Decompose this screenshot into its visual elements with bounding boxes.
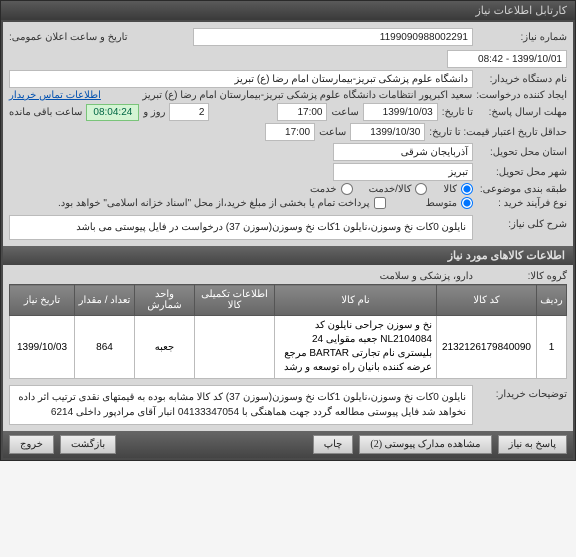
hour-label-1: ساعت — [331, 107, 358, 118]
contact-link[interactable]: اطلاعات تماس خریدار — [9, 90, 101, 101]
remain-label: ساعت باقی مانده — [9, 107, 82, 118]
th-name: نام کالا — [275, 285, 437, 316]
radio-medium-label: متوسط — [426, 198, 457, 209]
group-value: دارو، پزشکی و سلامت — [380, 271, 473, 282]
th-qty: تعداد / مقدار — [75, 285, 135, 316]
cell-unit: جعبه — [135, 316, 195, 379]
creator-value: سعید اکبرپور انتظامات دانشگاه علوم پزشکی… — [105, 90, 472, 101]
radio-medium-input[interactable] — [461, 197, 473, 209]
items-section-header: اطلاعات کالاهای مورد نیاز — [3, 246, 573, 265]
subject-text: نایلون 0کات نخ وسوزن،نایلون 1کات نخ وسوز… — [9, 215, 473, 240]
reply-button[interactable]: پاسخ به نیاز — [498, 435, 568, 454]
province-label: استان محل تحویل: — [477, 147, 567, 158]
radio-kala-label: کالا — [443, 184, 457, 195]
cell-extra — [195, 316, 275, 379]
th-code: کد کالا — [437, 285, 537, 316]
buyer-value: دانشگاه علوم پزشکی تبریز-بیمارستان امام … — [9, 70, 473, 88]
back-button[interactable]: بازگشت — [60, 435, 116, 454]
exit-button[interactable]: خروج — [9, 435, 54, 454]
process-label: نوع فرآیند خرید : — [477, 198, 567, 209]
radio-medium[interactable]: متوسط — [426, 197, 473, 209]
days-count: 2 — [169, 103, 209, 121]
time-remaining: 08:04:24 — [86, 104, 139, 121]
deadline-date: 1399/10/03 — [363, 103, 438, 121]
province-value: آذربایجان شرقی — [333, 143, 473, 161]
cell-row: 1 — [537, 316, 567, 379]
budget-label: طبقه بندی موضوعی: — [477, 184, 567, 195]
cell-qty: 864 — [75, 316, 135, 379]
th-extra: اطلاعات تکمیلی کالا — [195, 285, 275, 316]
cell-name: نخ و سوزن جراحی نایلون کد NL2104084 جعبه… — [275, 316, 437, 379]
buyer-notes-label: توضیحات خریدار: — [477, 385, 567, 400]
deadline-time: 17:00 — [277, 103, 327, 121]
deadline-label: مهلت ارسال پاسخ: — [477, 107, 567, 118]
buyer-label: نام دستگاه خریدار: — [477, 74, 567, 85]
th-unit: واحد شمارش — [135, 285, 195, 316]
window-title: کارتابل اطلاعات نیاز — [1, 1, 575, 20]
cell-code: 2132126179840090 — [437, 316, 537, 379]
min-valid-label: حداقل تاریخ اعتبار قیمت: تا تاریخ: — [429, 127, 567, 138]
valid-date: 1399/10/30 — [350, 123, 425, 141]
table-header-row: ردیف کد کالا نام کالا اطلاعات تکمیلی کال… — [10, 285, 567, 316]
radio-kala-khedmat-label: کالا/خدمت — [369, 184, 412, 195]
radio-kala-input[interactable] — [461, 183, 473, 195]
items-table: ردیف کد کالا نام کالا اطلاعات تکمیلی کال… — [9, 284, 567, 379]
creator-label: ایجاد کننده درخواست: — [476, 90, 567, 101]
need-no-value: 1199090988002291 — [193, 28, 473, 46]
until-label: تا تاریخ: — [442, 107, 473, 118]
radio-kala-khedmat-input[interactable] — [415, 183, 427, 195]
radio-khedmat[interactable]: خدمت — [310, 183, 353, 195]
table-row[interactable]: 1 2132126179840090 نخ و سوزن جراحی نایلو… — [10, 316, 567, 379]
radio-kala[interactable]: کالا — [443, 183, 473, 195]
buyer-notes-text: نایلون 0کات نخ وسوزن،نایلون 1کات نخ وسوز… — [9, 385, 473, 425]
need-info-panel: شماره نیاز: 1199090988002291 تاریخ و ساع… — [3, 22, 573, 458]
print-button[interactable]: چاپ — [313, 435, 354, 454]
announce-value: 1399/10/01 - 08:42 — [447, 50, 567, 68]
radio-khedmat-input[interactable] — [341, 183, 353, 195]
hour-label-2: ساعت — [319, 127, 346, 138]
cell-date: 1399/10/03 — [10, 316, 75, 379]
th-date: تاریخ نیاز — [10, 285, 75, 316]
main-window: کارتابل اطلاعات نیاز شماره نیاز: 1199090… — [0, 0, 576, 461]
treasury-note: پرداخت تمام یا بخشی از مبلغ خرید،از محل … — [58, 198, 370, 209]
treasury-checkbox[interactable] — [374, 197, 386, 209]
city-value: تبریز — [333, 163, 473, 181]
days-and-label: روز و — [143, 107, 165, 118]
radio-khedmat-label: خدمت — [310, 184, 337, 195]
attachments-button[interactable]: مشاهده مدارک پیوستی (2) — [359, 435, 491, 454]
group-label: گروه کالا: — [477, 271, 567, 282]
footer-bar: پاسخ به نیاز مشاهده مدارک پیوستی (2) چاپ… — [3, 431, 573, 458]
valid-time: 17:00 — [265, 123, 315, 141]
need-no-label: شماره نیاز: — [477, 32, 567, 43]
th-row: ردیف — [537, 285, 567, 316]
city-label: شهر محل تحویل: — [477, 167, 567, 178]
radio-kala-khedmat[interactable]: کالا/خدمت — [369, 183, 428, 195]
subject-label: شرح کلی نیاز: — [477, 215, 567, 230]
announce-label: تاریخ و ساعت اعلان عمومی: — [9, 32, 128, 43]
